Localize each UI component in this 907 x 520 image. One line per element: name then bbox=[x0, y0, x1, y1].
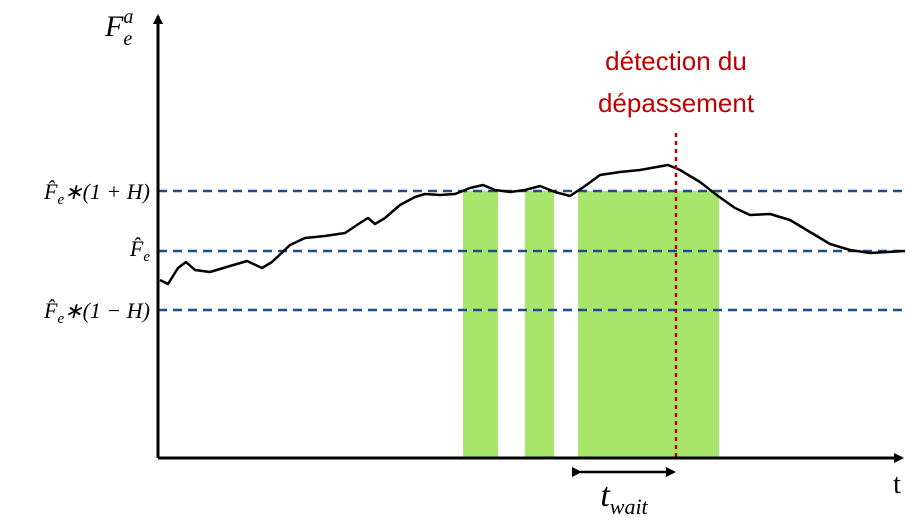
label-base: t bbox=[600, 477, 611, 514]
y-axis-label: Fa e bbox=[104, 6, 133, 50]
over-threshold-period bbox=[525, 191, 554, 458]
label-sub: e bbox=[143, 249, 150, 265]
label-suffix: ∗(1 − H) bbox=[64, 298, 150, 323]
label-sub: wait bbox=[610, 494, 649, 519]
label-base: F̂ bbox=[43, 179, 58, 204]
threshold-label: F̂e∗(1 − H) bbox=[43, 298, 150, 327]
over-threshold-period bbox=[578, 191, 719, 458]
label-sub: e bbox=[123, 28, 132, 50]
threshold-label: F̂e∗(1 + H) bbox=[43, 179, 150, 208]
over-threshold-period bbox=[463, 191, 498, 458]
label-sub: e bbox=[58, 192, 65, 208]
duration-label: twait bbox=[600, 477, 648, 519]
label-sub: e bbox=[58, 311, 65, 327]
x-axis-label: t bbox=[893, 469, 901, 500]
label-base: F̂ bbox=[43, 298, 58, 323]
label-base: F̂ bbox=[129, 236, 144, 261]
annotation-line: détection du bbox=[605, 46, 747, 76]
label-suffix: ∗(1 + H) bbox=[64, 179, 150, 204]
signal-curve bbox=[159, 163, 906, 286]
label-base: F bbox=[104, 10, 124, 43]
label-sup: a bbox=[123, 6, 133, 28]
threshold-label: F̂e bbox=[129, 236, 150, 265]
annotation-line: dépassement bbox=[598, 88, 755, 118]
